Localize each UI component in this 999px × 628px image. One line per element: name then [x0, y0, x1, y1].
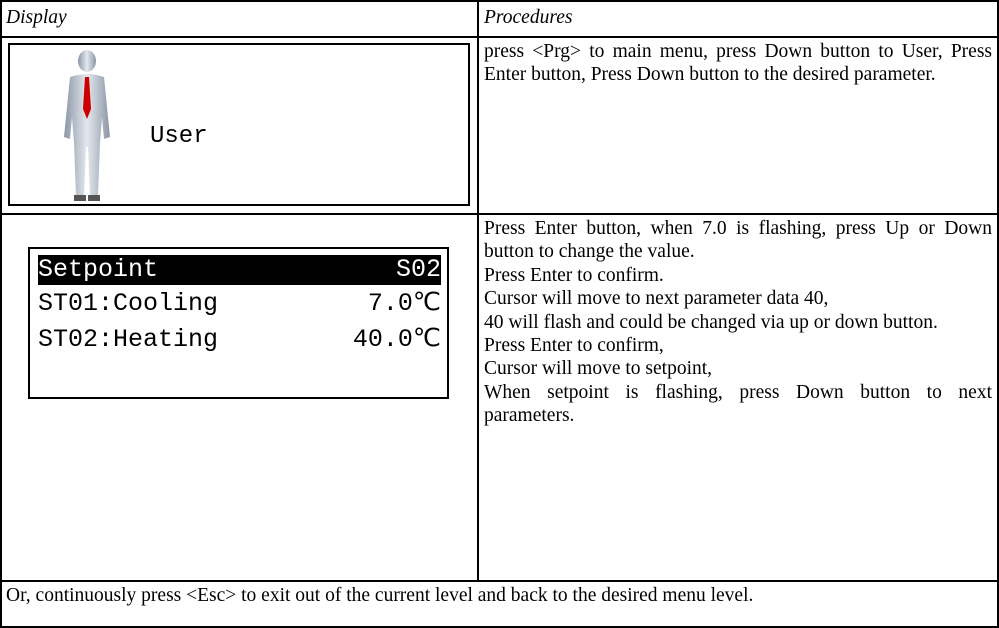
procedure-line: Press Enter to confirm, [484, 335, 664, 357]
border [0, 36, 999, 38]
lcd-value: 7.0℃ [367, 289, 441, 318]
procedure-line: Cursor will move to setpoint, [484, 358, 713, 380]
border [997, 0, 999, 628]
procedure-line: Press Enter button, when 7.0 is flashing… [484, 218, 992, 263]
procedure-line: 40 will flash and could be changed via u… [484, 311, 938, 333]
person-icon [64, 50, 110, 201]
lcd-title-bar: Setpoint S02 [38, 255, 441, 285]
border [0, 580, 999, 582]
procedure-line: When setpoint is flashing, press Down bu… [484, 381, 992, 427]
header-procedures: Procedures [484, 7, 573, 28]
lcd-title: Setpoint [38, 255, 159, 284]
border [0, 0, 2, 628]
procedure-line: Cursor will move to next parameter data … [484, 288, 829, 310]
procedure-line: Press Enter to confirm. [484, 264, 664, 286]
lcd-screen: Setpoint S02 ST01:Cooling 7.0℃ ST02:Heat… [28, 247, 449, 399]
border [0, 0, 999, 2]
lcd-param: ST01:Cooling [38, 289, 219, 318]
header-display: Display [6, 7, 67, 28]
lcd-line: ST02:Heating 40.0℃ [38, 325, 441, 355]
border [477, 0, 479, 581]
border [0, 626, 999, 628]
lcd-param: ST02:Heating [38, 325, 219, 354]
lcd-line: ST01:Cooling 7.0℃ [38, 289, 441, 319]
lcd-value: 40.0℃ [352, 325, 441, 354]
procedure: Press Enter button, when 7.0 is flashing… [484, 217, 992, 428]
border [0, 213, 999, 215]
lcd-code: S02 [395, 255, 441, 284]
screen-label: User [150, 123, 208, 150]
procedure-line: press <Prg> to main menu, press Down but… [484, 41, 992, 86]
footer-note: Or, continuously press <Esc> to exit out… [6, 585, 754, 606]
user-screen: User [8, 43, 470, 206]
procedure: press <Prg> to main menu, press Down but… [484, 40, 992, 87]
